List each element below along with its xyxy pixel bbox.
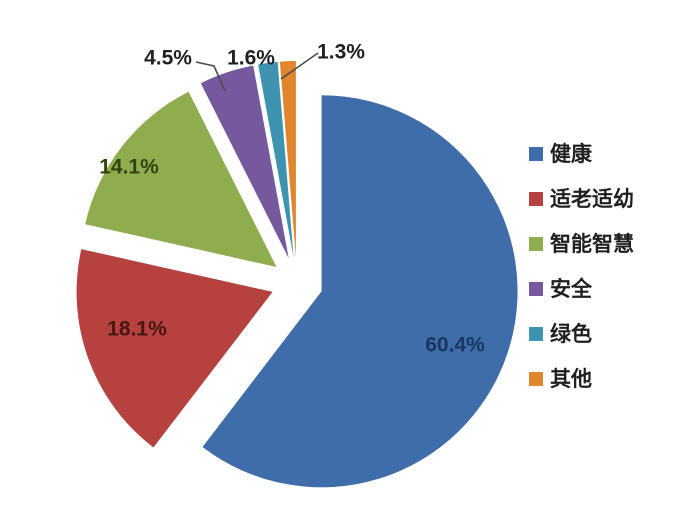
legend-item-lv-se: 绿色 [529,321,634,347]
legend-item-an-quan: 安全 [529,276,634,302]
pie-slice-shi-lao-shi-you [76,249,273,448]
legend-label-jian-kang: 健康 [550,142,592,166]
legend-swatch-jian-kang [529,147,543,161]
legend-item-jian-kang: 健康 [529,141,634,167]
pie-slice-lv-se [258,61,294,258]
legend-label-an-quan: 安全 [550,277,592,301]
data-label-jian-kang: 60.4% [425,333,485,356]
legend-item-zhi-neng-zhi-hui: 智能智慧 [529,231,634,257]
legend-swatch-zhi-neng-zhi-hui [529,237,543,251]
legend-swatch-shi-lao-shi-you [529,192,543,206]
legend-label-lv-se: 绿色 [550,322,592,346]
legend-item-shi-lao-shi-you: 适老适幼 [529,186,634,212]
legend-swatch-an-quan [529,282,543,296]
data-label-qi-ta: 1.3% [317,40,365,63]
pie-slice-jian-kang [202,95,518,488]
data-label-shi-lao-shi-you: 18.1% [107,317,167,340]
legend-swatch-lv-se [529,327,543,341]
legend-label-qi-ta: 其他 [550,367,592,391]
pie-slice-qi-ta [279,61,296,257]
leader-line [280,52,319,80]
legend-item-qi-ta: 其他 [529,366,634,392]
legend-label-zhi-neng-zhi-hui: 智能智慧 [550,232,634,256]
pie-slice-zhi-neng-zhi-hui [85,91,277,267]
legend-label-shi-lao-shi-you: 适老适幼 [550,187,634,211]
legend: 健康 适老适幼 智能智慧 安全 绿色 其他 [529,141,634,411]
data-label-an-quan: 4.5% [144,46,192,69]
data-label-zhi-neng-zhi-hui: 14.1% [99,155,159,178]
pie-slice-an-quan [200,65,289,259]
leader-line [195,61,226,92]
legend-swatch-qi-ta [529,372,543,386]
data-label-lv-se: 1.6% [227,46,275,69]
